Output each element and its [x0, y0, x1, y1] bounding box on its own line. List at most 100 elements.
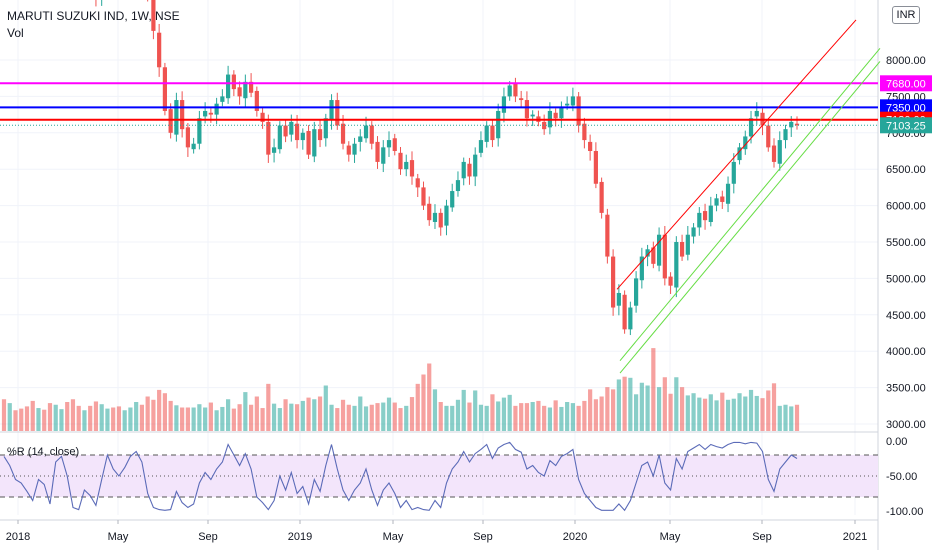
price-tick-label: 5000.00: [886, 273, 926, 285]
candle-body: [260, 112, 265, 122]
volume-bar: [180, 407, 185, 431]
time-tick-label: May: [108, 531, 129, 543]
volume-bar: [237, 404, 242, 431]
volume-bar: [536, 400, 541, 431]
currency-button[interactable]: INR: [892, 6, 920, 24]
candle-body: [168, 109, 173, 133]
volume-bar: [36, 408, 41, 431]
candle-body: [329, 100, 334, 121]
volume-bar: [139, 404, 145, 431]
volume-bar: [7, 403, 12, 431]
volume-bar: [306, 397, 311, 431]
volume-bar: [386, 397, 392, 431]
volume-bar: [1, 399, 7, 431]
volume-bar: [484, 405, 489, 431]
volume-bar: [455, 399, 461, 431]
volume-bar: [524, 403, 530, 431]
volume-bar: [421, 374, 426, 431]
channel-line: [619, 48, 881, 361]
candle-body: [438, 212, 443, 228]
volume-bar: [271, 403, 277, 431]
candle-body: [415, 178, 420, 188]
volume-label: Vol: [7, 26, 24, 40]
candle-body: [346, 145, 351, 155]
candle-body: [576, 96, 581, 126]
volume-bar: [766, 390, 771, 431]
candle-body: [386, 140, 392, 148]
volume-bar: [70, 399, 76, 431]
candle-body: [323, 118, 328, 139]
volume-bar: [191, 407, 196, 431]
volume-bar: [162, 393, 167, 431]
time-tick-label: 2020: [563, 531, 587, 543]
volume-bar: [300, 400, 305, 431]
candle-body: [208, 112, 213, 115]
candle-body: [771, 145, 777, 162]
price-tick-label: 3000.00: [886, 419, 926, 431]
candle-body: [271, 147, 277, 153]
volume-bar: [570, 403, 575, 431]
candle-body: [731, 161, 736, 184]
volume-bar: [679, 387, 685, 431]
candle-body: [766, 125, 771, 148]
volume-bar: [254, 396, 259, 431]
candle-body: [220, 96, 225, 102]
volume-bar: [605, 387, 610, 431]
volume-bar: [65, 402, 70, 431]
candle-body: [743, 136, 748, 150]
volume-bar: [47, 403, 53, 431]
volume-bar: [197, 404, 202, 431]
candle-body: [185, 127, 190, 148]
price-tick-label: 6000.00: [886, 201, 926, 213]
candle-body: [277, 125, 282, 150]
candle-body: [593, 151, 598, 184]
volume-bar: [323, 385, 328, 431]
volume-bar: [467, 402, 472, 431]
candle-body: [507, 85, 512, 97]
wr-band: [0, 455, 878, 497]
volume-bar: [553, 400, 558, 431]
level-tag-label: 7350.00: [886, 102, 926, 114]
candle-body: [674, 242, 679, 288]
candle-body: [605, 214, 610, 257]
volume-bar: [674, 377, 679, 431]
volume-bar: [444, 405, 449, 431]
volume-bar: [668, 393, 673, 431]
volume-bar: [346, 404, 351, 431]
volume-bar: [111, 407, 116, 431]
volume-bar: [461, 389, 466, 431]
candle-body: [237, 87, 242, 97]
candle-body: [542, 121, 547, 130]
volume-bar: [473, 390, 478, 431]
price-tick-label: 6500.00: [886, 164, 926, 176]
time-tick-label: May: [660, 531, 681, 543]
volume-bar: [720, 392, 725, 431]
volume-bar: [59, 409, 64, 431]
volume-bar: [134, 402, 139, 431]
price-tick-label: 5500.00: [886, 237, 926, 249]
volume-bar: [185, 407, 190, 431]
volume-bar: [352, 405, 357, 431]
volume-bar: [243, 392, 248, 431]
volume-bar: [24, 406, 30, 431]
volume-bar: [783, 404, 788, 431]
volume-bar: [565, 402, 570, 431]
candle-body: [444, 205, 449, 226]
volume-bar: [760, 398, 765, 431]
volume-bar: [697, 397, 702, 431]
candle-body: [599, 181, 604, 213]
volume-bar: [82, 410, 87, 431]
candle-body: [748, 118, 754, 137]
candle-body: [662, 234, 667, 279]
candle-body: [266, 121, 271, 155]
price-tick-label: 4000.00: [886, 346, 926, 358]
williams-r-label: %R (14, close): [7, 446, 80, 458]
volume-bar: [530, 402, 535, 431]
volume-bar: [42, 409, 47, 431]
candle-body: [708, 205, 713, 222]
candle-body: [484, 125, 489, 142]
volume-bar: [128, 407, 133, 431]
volume-bar: [754, 395, 759, 431]
channel-line: [616, 19, 857, 290]
